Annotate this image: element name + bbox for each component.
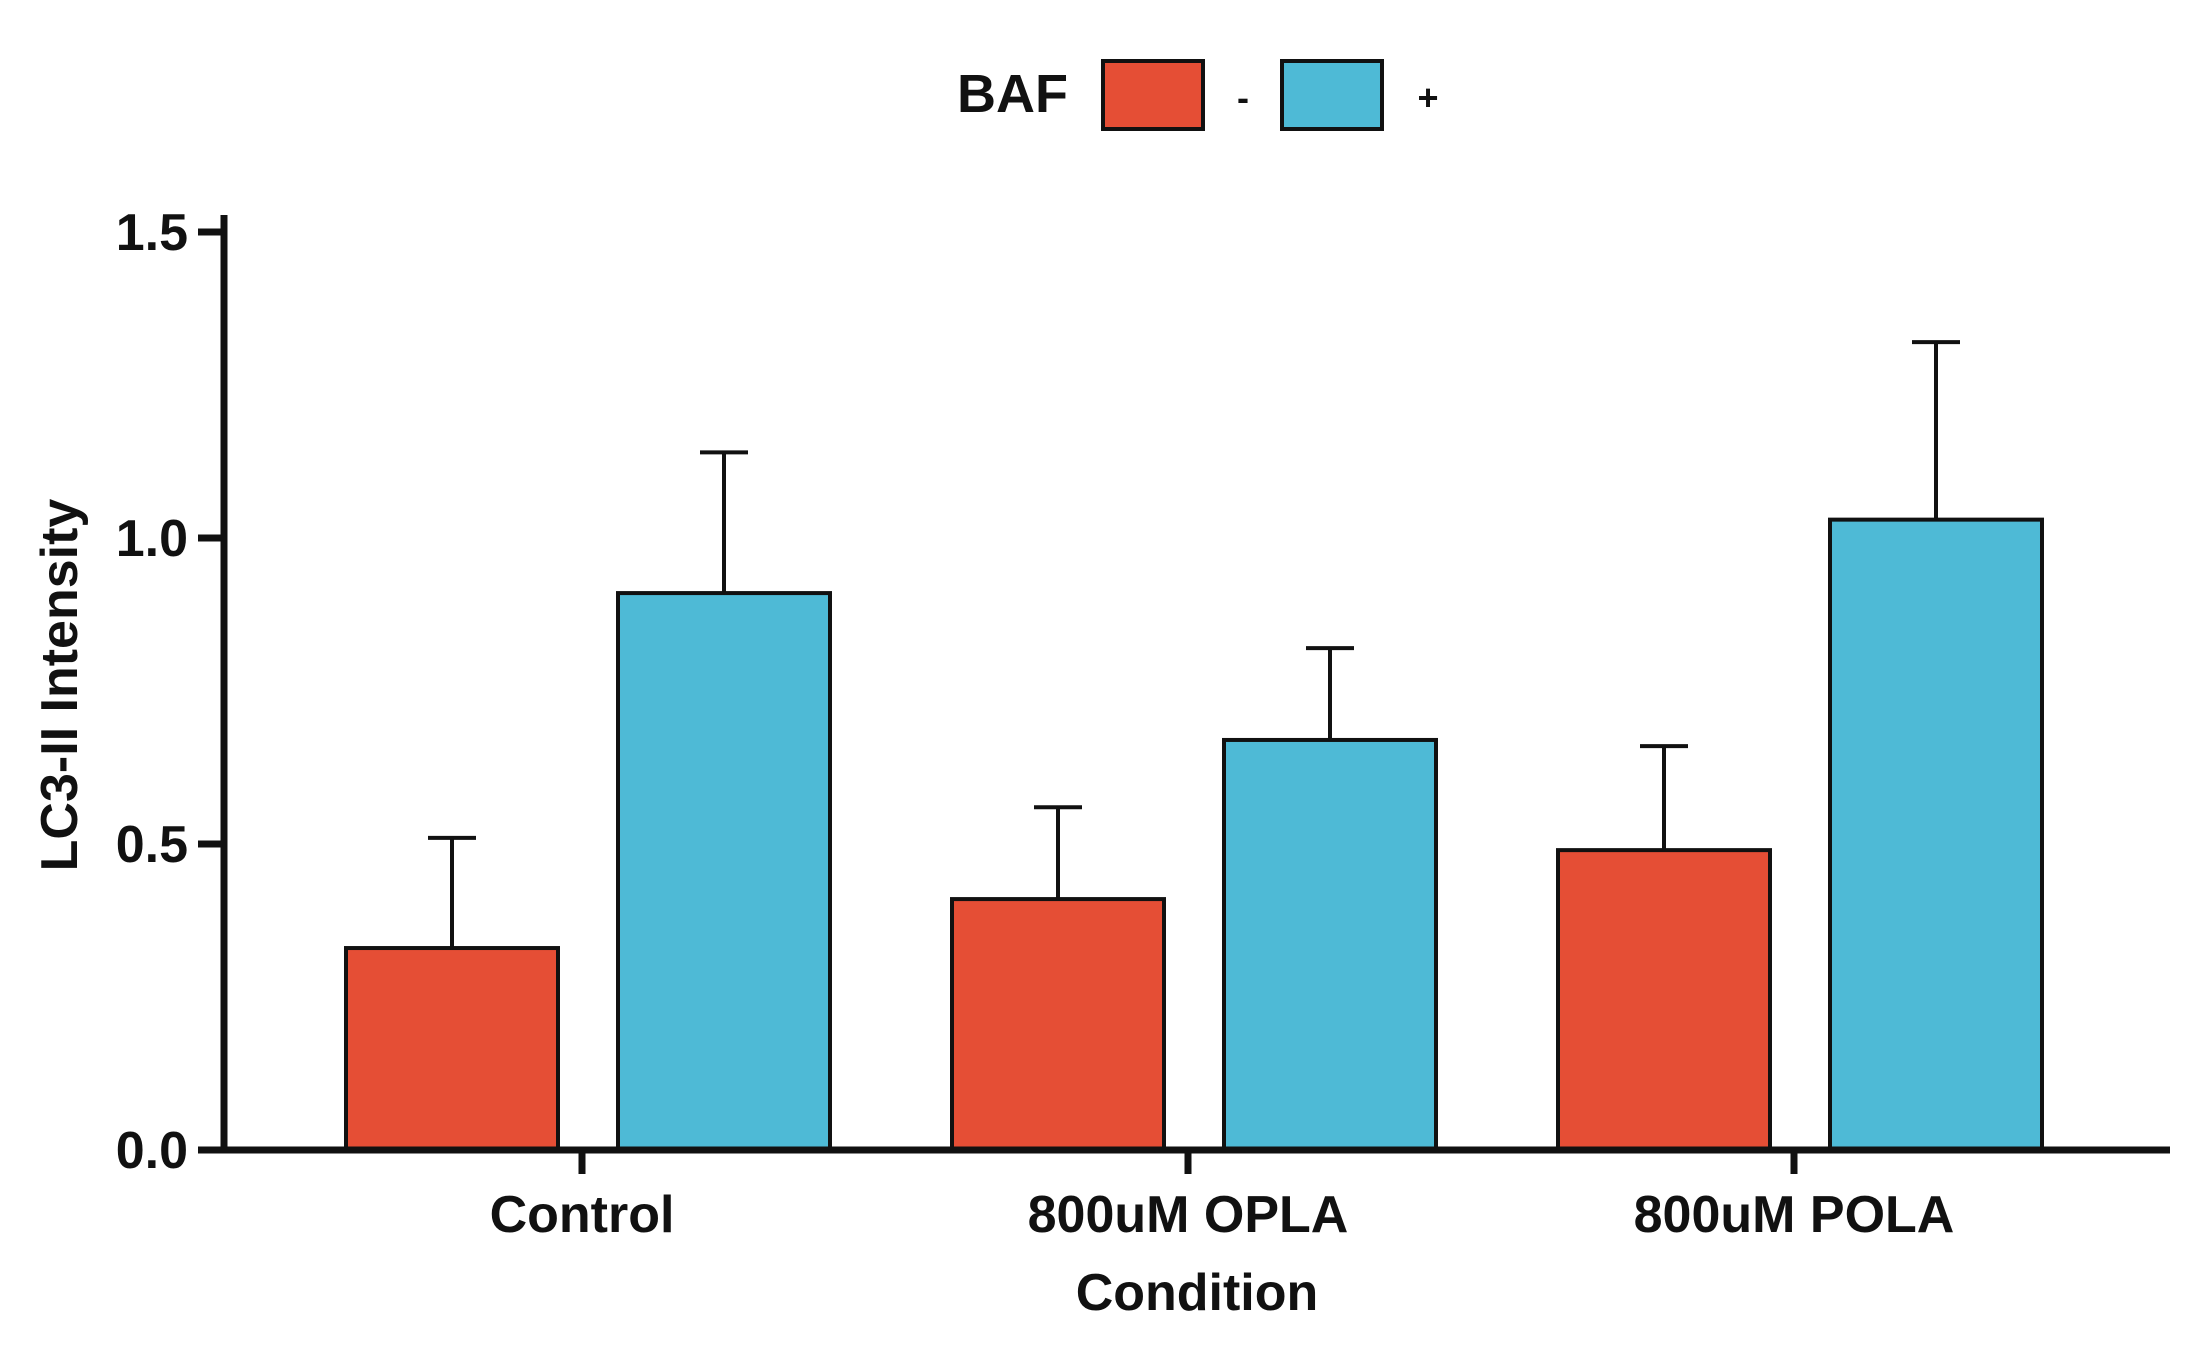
plot-area: Control 800uM OPLA 800uM POLA 0.0 0.5 1.0 1.5	[116, 204, 2170, 1244]
legend-label-minus: -	[1237, 77, 1249, 118]
bar-baf-plus	[1222, 737, 1438, 1153]
x-axis-title: Condition	[1076, 1264, 1319, 1322]
legend: BAF - +	[957, 59, 1439, 131]
legend-label-plus: +	[1417, 77, 1438, 118]
y-tick-label: 1.0	[116, 510, 188, 568]
bar-baf-minus	[344, 946, 560, 1152]
y-axis-title: LC3-II Intensity	[31, 499, 89, 872]
bar-baf-plus	[1828, 517, 2044, 1152]
x-tick-label: 800uM POLA	[1634, 1186, 1955, 1244]
y-tick-label: 0.0	[116, 1122, 188, 1180]
legend-swatch-plus	[1280, 59, 1384, 131]
legend-title: BAF	[957, 64, 1068, 124]
x-tick-label: 800uM OPLA	[1028, 1186, 1349, 1244]
y-tick-label: 0.5	[116, 816, 188, 874]
legend-swatch-minus	[1101, 59, 1205, 131]
bar-baf-minus	[1556, 848, 1772, 1152]
x-tick-label: Control	[490, 1186, 675, 1244]
bar-baf-plus	[616, 591, 832, 1152]
bar-baf-minus	[950, 897, 1166, 1153]
y-tick-label: 1.5	[116, 204, 188, 262]
